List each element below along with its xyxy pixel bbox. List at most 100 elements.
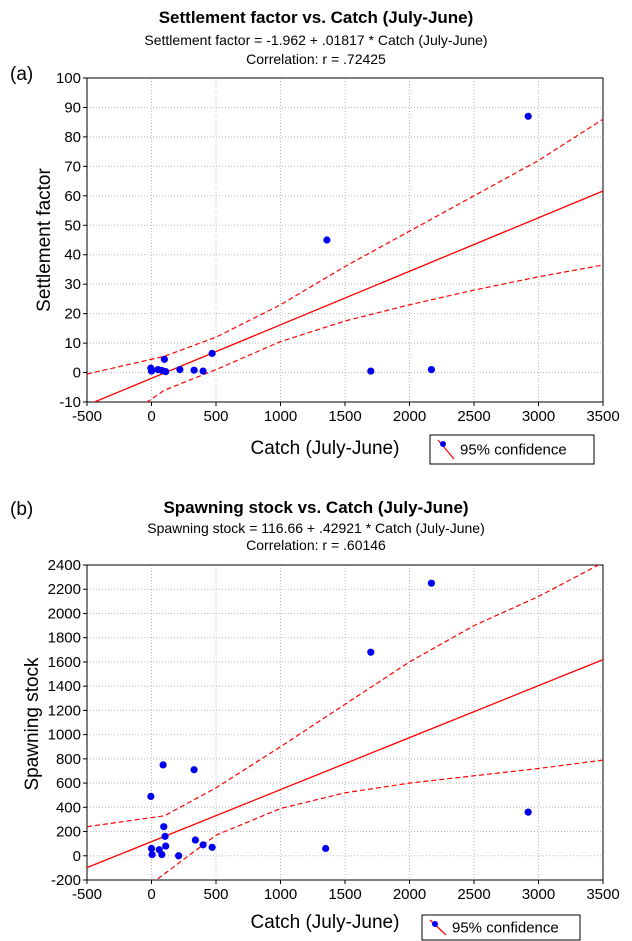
chart-a-y-tick-label: 100 <box>56 70 81 87</box>
chart-b-data-point <box>199 841 207 849</box>
chart-a-upper-confidence-line <box>87 118 603 375</box>
chart-panel-b: -500 0 500 1000 1500 2000 2500 3000 3500 -200 0 200… <box>0 470 632 941</box>
chart-b-data-point <box>367 648 375 656</box>
chart-a-x-tick-label: 1000 <box>264 408 297 425</box>
chart-b-data-point <box>190 766 198 774</box>
chart-b-x-tick-label: 1500 <box>328 886 361 903</box>
chart-a-data-point <box>190 366 198 374</box>
chart-b-y-tick-label: 1800 <box>48 630 81 647</box>
chart-a-x-tick-label: -500 <box>72 408 102 425</box>
chart-panel-a: -500 0 500 1000 1500 2000 2500 3000 3500 -10 0 10 20… <box>0 0 632 470</box>
chart-b-y-tick-label: -200 <box>51 872 81 889</box>
chart-b-data-point <box>158 850 166 859</box>
chart-a-x-tick-label: 2500 <box>457 408 490 425</box>
chart-a-x-axis-title: Catch (July-June) <box>251 438 400 459</box>
chart-a-y-tick-label: 90 <box>64 99 81 116</box>
chart-b-correlation: Correlation: r = .60146 <box>246 537 386 553</box>
chart-b-x-tick-label: 0 <box>147 886 155 903</box>
chart-b-data-point <box>191 836 199 844</box>
chart-a-y-tick-label: 70 <box>64 158 81 175</box>
chart-a-x-tick-label: 3500 <box>586 408 619 425</box>
chart-a-y-tick-label: -10 <box>59 394 81 411</box>
chart-b-x-axis-title: Catch (July-June) <box>251 912 400 933</box>
chart-b-data-point <box>322 844 330 853</box>
chart-a-y-tick-label: 60 <box>64 188 81 205</box>
chart-a-data-point <box>208 349 216 357</box>
chart-a-data-point <box>160 355 168 363</box>
chart-b-data-point <box>147 792 155 801</box>
chart-b-data-point <box>427 579 436 587</box>
chart-b-legend-box <box>421 914 581 941</box>
chart-b-data-point <box>174 852 183 860</box>
chart-a-data-point <box>176 366 184 374</box>
chart-b-x-tick-label: 500 <box>203 886 228 903</box>
chart-a-y-tick-label: 10 <box>64 335 81 352</box>
chart-a-equation: Settlement factor = -1.962 + .01817 * Ca… <box>144 32 488 48</box>
chart-a-x-tick-label: 3000 <box>522 408 555 425</box>
chart-a-y-tick-label: 30 <box>64 276 81 293</box>
chart-b-y-tick-label: 800 <box>56 751 81 768</box>
chart-a-svg: -500 0 500 1000 1500 2000 2500 3000 3500 -10 0 10 20… <box>34 70 620 465</box>
chart-b-data-point <box>148 850 156 859</box>
chart-b-x-tick-label: 3000 <box>522 886 555 903</box>
chart-b-data-point <box>161 832 169 840</box>
chart-b-y-tick-label: 2200 <box>48 581 81 598</box>
chart-b-data-point <box>208 843 216 851</box>
chart-b-y-tick-label: 1200 <box>48 702 81 719</box>
chart-b-data-point <box>162 842 170 850</box>
chart-b-x-tick-label: 3500 <box>586 886 619 903</box>
chart-b-y-tick-label: 1000 <box>48 727 81 744</box>
chart-b-y-tick-label: 2000 <box>48 605 81 622</box>
chart-a-data-point <box>147 367 156 375</box>
chart-b-x-tick-label: 1000 <box>264 886 297 903</box>
chart-b-title: Spawning stock vs. Catch (July-June) <box>163 498 469 517</box>
chart-b-data-point <box>147 844 156 853</box>
chart-b-x-tick-label: -500 <box>72 886 102 903</box>
chart-b-legend-label: 95% confidence <box>452 920 559 937</box>
chart-a-legend-box <box>429 434 595 465</box>
chart-b-svg: -500 0 500 1000 1500 2000 2500 3000 3500 -200 0 200… <box>22 557 620 941</box>
chart-a-legend-point-symbol <box>440 441 446 447</box>
chart-a-regression-line <box>92 190 603 402</box>
chart-a-y-tick-label: 0 <box>73 365 81 382</box>
chart-b-upper-confidence-line <box>87 565 600 828</box>
chart-a-x-tick-label: 500 <box>203 408 228 425</box>
chart-a-lower-confidence-line <box>146 264 603 402</box>
chart-a-data-point <box>524 112 532 120</box>
chart-b-y-axis-title: Spawning stock <box>22 657 43 791</box>
chart-a-data-point <box>199 367 207 375</box>
chart-a-y-tick-label: 40 <box>64 247 81 264</box>
chart-a-correlation: Correlation: r = .72425 <box>246 51 386 67</box>
panel-label-b: (b) <box>10 499 34 520</box>
chart-b-y-tick-label: 1400 <box>48 678 81 695</box>
chart-b-data-point <box>524 808 532 816</box>
chart-b-y-tick-label: 1600 <box>48 654 81 671</box>
chart-b-regression-line <box>87 659 603 869</box>
chart-b-y-tick-label: 200 <box>56 824 81 841</box>
chart-b-y-tick-label: 600 <box>56 775 81 792</box>
chart-a-data-point <box>367 367 375 375</box>
chart-a-data-point <box>162 368 170 376</box>
chart-a-x-tick-label: 1500 <box>328 408 361 425</box>
chart-b-y-tick-label: 2400 <box>48 557 81 574</box>
chart-a-legend-label: 95% confidence <box>460 442 567 459</box>
chart-b-y-tick-label: 0 <box>73 848 81 865</box>
chart-b-y-tick-label: 400 <box>56 799 81 816</box>
chart-a-y-tick-label: 80 <box>64 129 81 146</box>
chart-a-data-point <box>323 236 331 244</box>
chart-a-x-tick-label: 0 <box>147 408 155 425</box>
chart-b-x-tick-label: 2000 <box>393 886 426 903</box>
panel-label-a: (a) <box>10 64 34 85</box>
chart-a-y-axis-title: Settlement factor <box>34 168 55 312</box>
chart-a-data-point <box>427 366 436 374</box>
chart-b-lower-confidence-line <box>155 759 603 880</box>
chart-b-data-point <box>160 823 168 831</box>
chart-b-equation: Spawning stock = 116.66 + .42921 * Catch… <box>147 520 485 536</box>
chart-b-data-point <box>159 761 167 769</box>
chart-b-legend-point-symbol <box>432 921 438 927</box>
chart-b-x-tick-label: 2500 <box>457 886 490 903</box>
chart-a-y-tick-label: 20 <box>64 306 81 323</box>
chart-a-y-tick-label: 50 <box>64 217 81 234</box>
chart-a-x-tick-label: 2000 <box>393 408 426 425</box>
chart-a-title: Settlement factor vs. Catch (July-June) <box>158 8 474 27</box>
